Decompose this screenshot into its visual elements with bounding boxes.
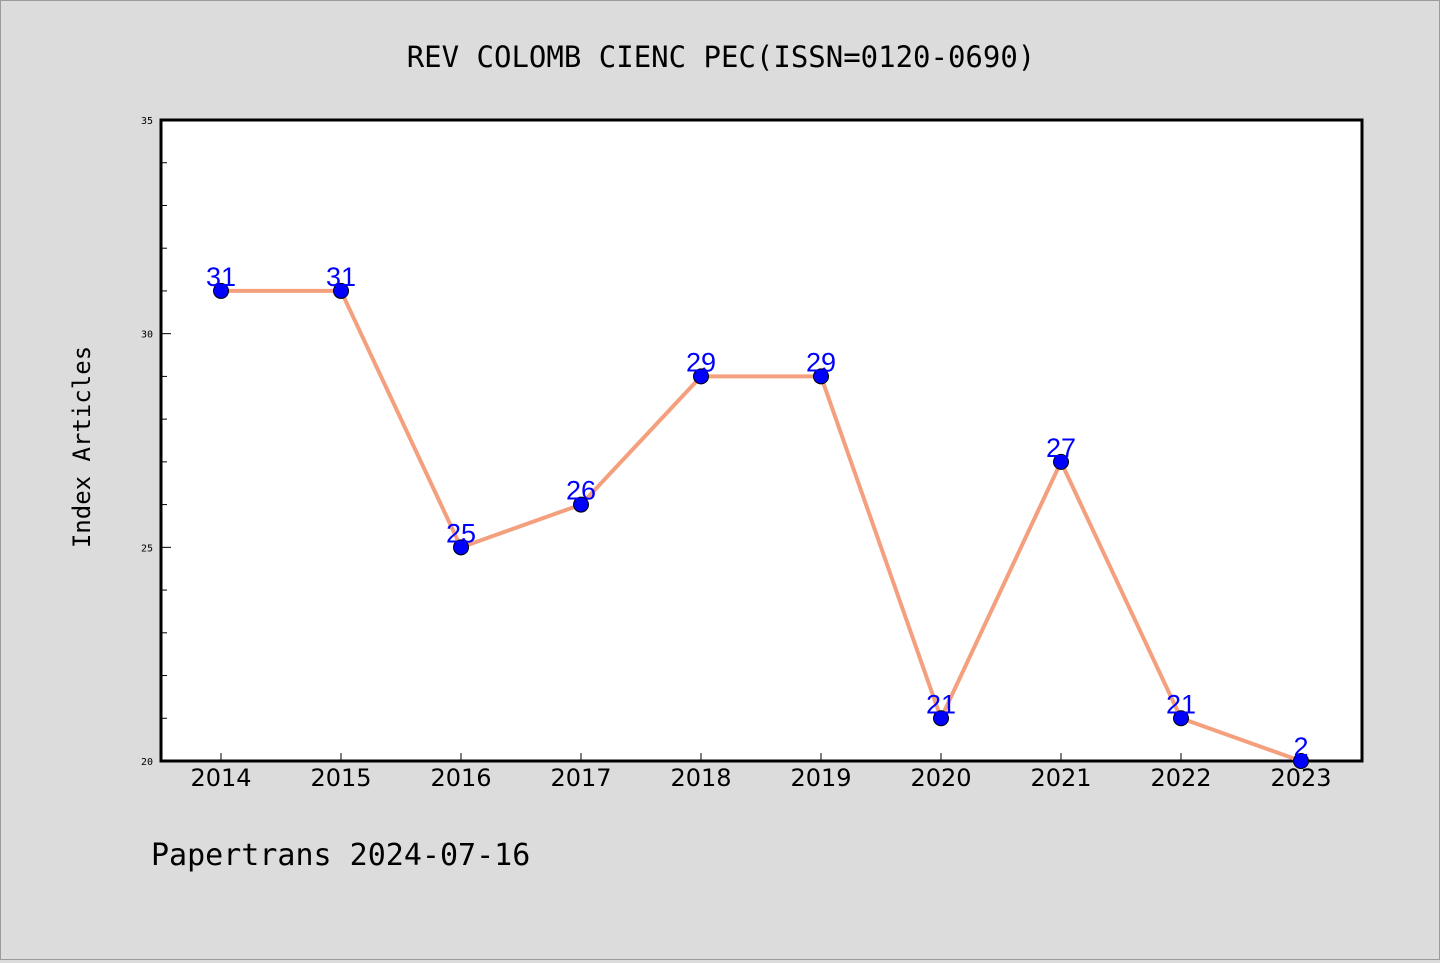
data-label-2016: 25 <box>446 518 476 548</box>
x-tick-label: 2022 <box>1150 764 1211 792</box>
y-tick-label: 20 <box>141 757 153 768</box>
data-markers <box>213 282 1309 769</box>
data-point-2014 <box>213 282 229 299</box>
data-point-2020 <box>933 710 949 727</box>
data-point-2016 <box>453 539 469 556</box>
data-labels: 31 31 25 26 29 29 21 27 21 2 <box>206 262 1309 762</box>
data-label-2020: 21 <box>926 689 956 719</box>
data-label-2019: 29 <box>806 347 836 377</box>
data-label-2015: 31 <box>326 262 356 292</box>
x-tick-label: 2021 <box>1030 764 1091 792</box>
data-label-2018: 29 <box>686 347 716 377</box>
y-tick-label: 30 <box>141 330 153 341</box>
data-point-2021 <box>1053 453 1069 470</box>
y-axis-ticks: 20 25 30 35 <box>141 116 171 768</box>
plot-area <box>159 118 1364 763</box>
series-line <box>221 288 1302 763</box>
data-label-2023: 2 <box>1293 732 1308 762</box>
data-point-2023 <box>1293 753 1309 769</box>
data-label-2021: 27 <box>1046 433 1076 463</box>
x-tick-label: 2015 <box>310 764 371 792</box>
data-label-2022: 21 <box>1166 689 1196 719</box>
source-footer: Papertrans 2024-07-16 <box>151 838 530 873</box>
data-point-2017 <box>573 496 589 513</box>
data-point-2022 <box>1173 710 1189 727</box>
y-tick-label: 25 <box>141 543 153 554</box>
x-tick-label: 2019 <box>790 764 851 792</box>
data-label-2017: 26 <box>566 476 596 506</box>
y-tick-label: 35 <box>141 116 153 127</box>
data-point-2015 <box>333 282 349 299</box>
y-axis-label: Index Articles <box>68 346 96 548</box>
data-point-2018 <box>693 368 709 385</box>
x-tick-label: 2018 <box>670 764 731 792</box>
x-axis-ticks: 2014 2015 2016 2017 2018 2019 2020 2021 2022 2023 <box>190 753 1332 792</box>
x-tick-label: 2020 <box>910 764 971 792</box>
x-tick-label: 2014 <box>190 764 251 792</box>
data-label-2014: 31 <box>206 262 236 292</box>
data-point-2019 <box>813 368 829 385</box>
x-tick-label: 2017 <box>550 764 611 792</box>
chart-title: REV COLOMB CIENC PEC(ISSN=0120-0690) <box>407 40 1036 74</box>
x-tick-label: 2016 <box>430 764 491 792</box>
